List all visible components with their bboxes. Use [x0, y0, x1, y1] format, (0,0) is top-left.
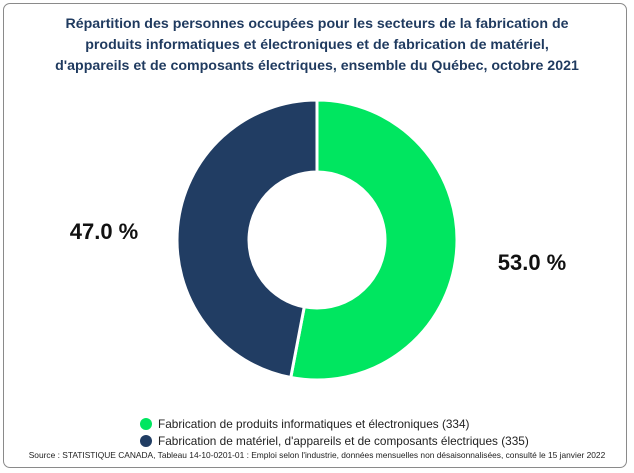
donut-slice-1[interactable]	[289, 98, 459, 382]
source-note: Source : STATISTIQUE CANADA, Tableau 14-…	[28, 450, 606, 460]
chart-title-line-1: Répartition des personnes occupées pour …	[65, 16, 569, 32]
chart-title-line-3: d'appareils et de composants électriques…	[55, 58, 579, 74]
chart-frame	[3, 3, 627, 468]
legend-marker-334	[140, 417, 152, 430]
chart-title: Répartition des personnes occupées pour …	[0, 14, 634, 77]
chart-legend: Fabrication de produits informatiques et…	[140, 415, 529, 449]
chart-title-line-2: produits informatiques et électroniques …	[85, 37, 549, 53]
donut-slice-2[interactable]	[175, 98, 319, 380]
legend-marker-335	[140, 434, 152, 447]
legend-label-335: Fabrication de matériel, d'appareils et …	[158, 433, 529, 448]
slice-label-1: 53.0 %	[498, 250, 567, 275]
legend-item-334[interactable]: Fabrication de produits informatiques et…	[140, 415, 529, 432]
slice-label-2: 47.0 %	[70, 219, 139, 244]
legend-label-334: Fabrication de produits informatiques et…	[158, 416, 470, 431]
legend-item-335[interactable]: Fabrication de matériel, d'appareils et …	[140, 432, 529, 449]
